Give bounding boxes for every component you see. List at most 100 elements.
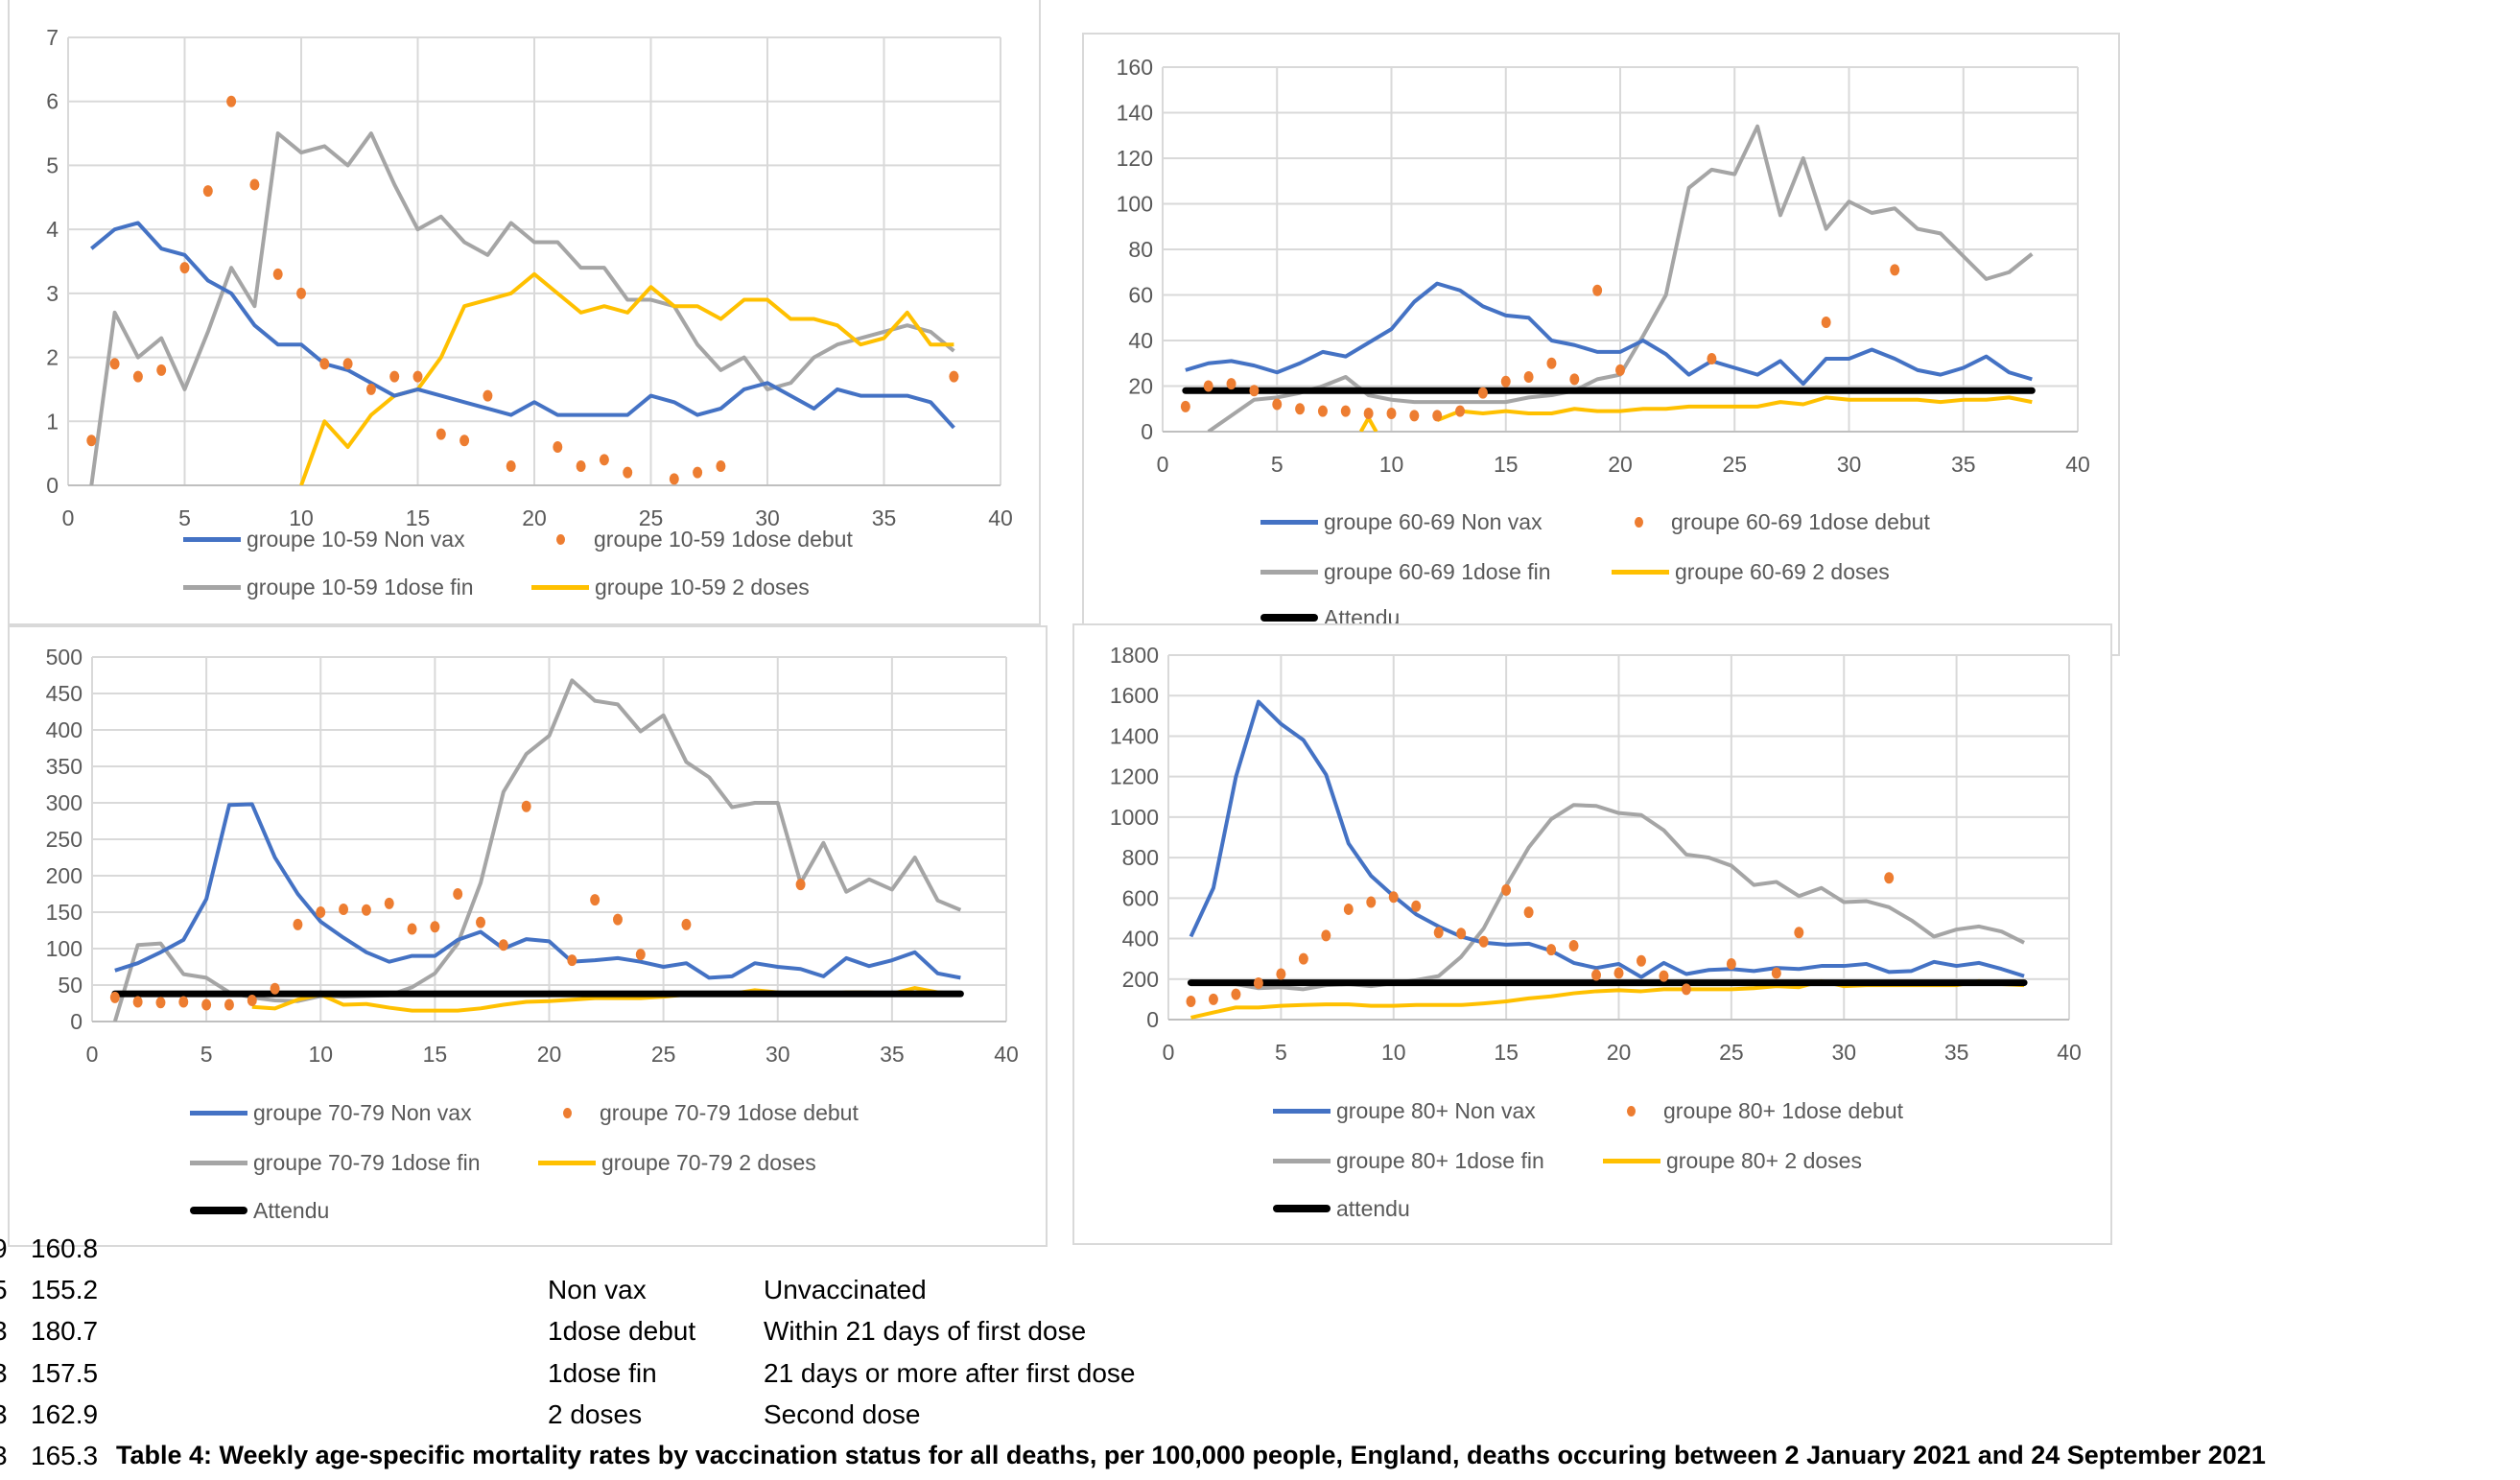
y-tick-label: 150 (46, 900, 82, 925)
x-tick-label: 20 (1608, 452, 1633, 477)
legend-item[interactable]: groupe 60-69 Non vax (1260, 507, 1543, 536)
y-tick-label: 350 (46, 754, 82, 779)
legend-line-icon (1273, 1158, 1331, 1163)
y-tick-label: 7 (46, 25, 59, 50)
legend-item[interactable]: groupe 10-59 1dose debut (556, 525, 853, 553)
chart-panel-60-69[interactable]: 0 20 40 60 80 100 120 140 160 0 5 10 15 20 25 30 35 40 gro… (1082, 33, 2120, 656)
legend-item[interactable]: groupe 80+ Non vax (1273, 1096, 1536, 1125)
point-groupe-70-79-1dose-debut (567, 954, 577, 967)
point-groupe-10-59-1dose-debut (319, 358, 330, 370)
point-groupe-10-59-1dose-debut (693, 466, 703, 479)
point-groupe-70-79-1dose-debut (178, 996, 189, 1008)
point-groupe-10-59-1dose-debut (576, 459, 586, 472)
legend-marker-icon (563, 1107, 572, 1118)
legend-item[interactable]: groupe 80+ 1dose fin (1273, 1146, 1544, 1175)
chart-panel-70-79[interactable]: 0 50 100 150 200 250 300 350 400 450 500 0 5 10 15 20 25… (8, 625, 1048, 1247)
x-tick-label: 20 (1607, 1040, 1632, 1065)
code-label: 1dose fin (548, 1358, 657, 1388)
legend-item[interactable]: groupe 60-69 2 doses (1612, 557, 1890, 586)
point-groupe-10-59-1dose-debut (623, 466, 633, 479)
point-groupe-10-59-1dose-debut (156, 364, 167, 376)
point-groupe-70-79-1dose-debut (407, 923, 417, 935)
code-label: 2 doses (548, 1399, 643, 1429)
point-groupe-60-69-1dose-debut (1707, 353, 1717, 364)
x-tick-label: 35 (872, 505, 897, 530)
point-groupe-80-1dose-debut (1726, 957, 1736, 970)
point-groupe-10-59-1dose-debut (86, 435, 97, 447)
legend-item[interactable]: groupe 10-59 2 doses (531, 573, 810, 601)
point-groupe-80-1dose-debut (1186, 996, 1196, 1007)
point-groupe-60-69-1dose-debut (1890, 264, 1900, 276)
point-groupe-60-69-1dose-debut (1226, 378, 1236, 390)
legend-item[interactable]: groupe 70-79 Non vax (190, 1098, 472, 1127)
point-groupe-80-1dose-debut (1681, 983, 1691, 996)
y-tick-label: 100 (46, 936, 82, 961)
y-tick-label: 800 (1122, 845, 1159, 870)
y-tick-label: 1800 (1110, 643, 1159, 668)
point-groupe-10-59-1dose-debut (132, 370, 143, 383)
point-groupe-80-1dose-debut (1478, 935, 1489, 948)
y-tick-label: 250 (46, 827, 82, 852)
cell-value: 157.5 (31, 1358, 99, 1388)
x-tick-label: 30 (755, 505, 780, 530)
legend-item[interactable]: groupe 70-79 1dose debut (563, 1098, 859, 1127)
legend-item[interactable]: groupe 10-59 Non vax (183, 525, 465, 553)
chart-svg: 0 20 40 60 80 100 120 140 160 0 5 10 15 20 25 30 35 40 (1117, 55, 2090, 477)
legend-label: groupe 70-79 2 doses (601, 1149, 816, 1175)
legend-item[interactable]: Attendu (190, 1196, 329, 1225)
legend-line-icon (538, 1160, 596, 1165)
y-tick-label: 4 (46, 217, 59, 242)
legend-item[interactable]: groupe 70-79 2 doses (538, 1148, 816, 1177)
chart-panel-10-59[interactable]: 0 1 2 3 4 5 6 7 0 5 10 15 20 25 30 35 40 groupe 10-59 Non… (8, 0, 1041, 625)
point-groupe-70-79-1dose-debut (293, 918, 303, 930)
y-tick-label: 400 (46, 717, 82, 742)
point-groupe-80-1dose-debut (1343, 903, 1354, 915)
legend-item[interactable]: groupe 10-59 1dose fin (183, 573, 474, 601)
point-groupe-80-1dose-debut (1231, 988, 1241, 1000)
x-tick-label: 40 (2065, 452, 2090, 477)
point-groupe-70-79-1dose-debut (270, 982, 280, 995)
y-tick-label: 1 (46, 409, 59, 434)
point-groupe-70-79-1dose-debut (339, 903, 349, 915)
y-tick-label: 5 (46, 153, 59, 177)
x-tick-label: 30 (1837, 452, 1862, 477)
point-groupe-70-79-1dose-debut (109, 991, 120, 1003)
chart-panel-80-plus[interactable]: 0 200 400 600 800 1000 1200 1400 1600 1800 0 5 10 15 2… (1072, 623, 2112, 1245)
point-groupe-80-1dose-debut (1208, 993, 1218, 1005)
x-tick-label: 35 (1944, 1040, 1969, 1065)
legend-label: groupe 70-79 1dose fin (253, 1149, 481, 1175)
point-groupe-10-59-1dose-debut (109, 358, 120, 370)
y-tick-label: 400 (1122, 927, 1159, 951)
point-groupe-70-79-1dose-debut (201, 998, 212, 1011)
point-groupe-60-69-1dose-debut (1295, 403, 1306, 415)
y-tick-label: 140 (1117, 101, 1153, 126)
point-groupe-10-59-1dose-debut (553, 440, 563, 453)
point-groupe-80-1dose-debut (1884, 872, 1895, 884)
x-tick-label: 25 (651, 1042, 676, 1067)
legend-item[interactable]: groupe 80+ 2 doses (1603, 1146, 1862, 1175)
point-groupe-70-79-1dose-debut (681, 918, 692, 930)
x-tick-label: 5 (178, 505, 191, 530)
point-groupe-80-1dose-debut (1501, 883, 1512, 896)
point-groupe-70-79-1dose-debut (224, 998, 234, 1011)
series-line-groupe-60-69-non-vax (1185, 281, 2033, 387)
legend-label: groupe 10-59 Non vax (247, 526, 465, 552)
point-groupe-60-69-1dose-debut (1477, 387, 1488, 399)
point-groupe-10-59-1dose-debut (599, 454, 609, 466)
legend-label: groupe 70-79 1dose debut (600, 1099, 859, 1125)
point-groupe-10-59-1dose-debut (436, 428, 446, 440)
y-tick-label: 80 (1128, 237, 1153, 262)
cell-value: 165.3 (31, 1441, 99, 1470)
point-groupe-70-79-1dose-debut (316, 906, 326, 918)
legend-item[interactable]: groupe 60-69 1dose debut (1635, 507, 1930, 536)
legend-item[interactable]: groupe 60-69 1dose fin (1260, 557, 1551, 586)
legend-line-icon (190, 1207, 247, 1214)
legend-item[interactable]: attendu (1273, 1194, 1410, 1223)
point-groupe-70-79-1dose-debut (612, 913, 623, 926)
point-groupe-70-79-1dose-debut (453, 888, 463, 900)
x-tick-label: 10 (1379, 452, 1404, 477)
point-groupe-60-69-1dose-debut (1615, 364, 1625, 376)
point-groupe-60-69-1dose-debut (1203, 380, 1213, 392)
legend-item[interactable]: groupe 80+ 1dose debut (1627, 1096, 1903, 1125)
legend-item[interactable]: groupe 70-79 1dose fin (190, 1148, 481, 1177)
